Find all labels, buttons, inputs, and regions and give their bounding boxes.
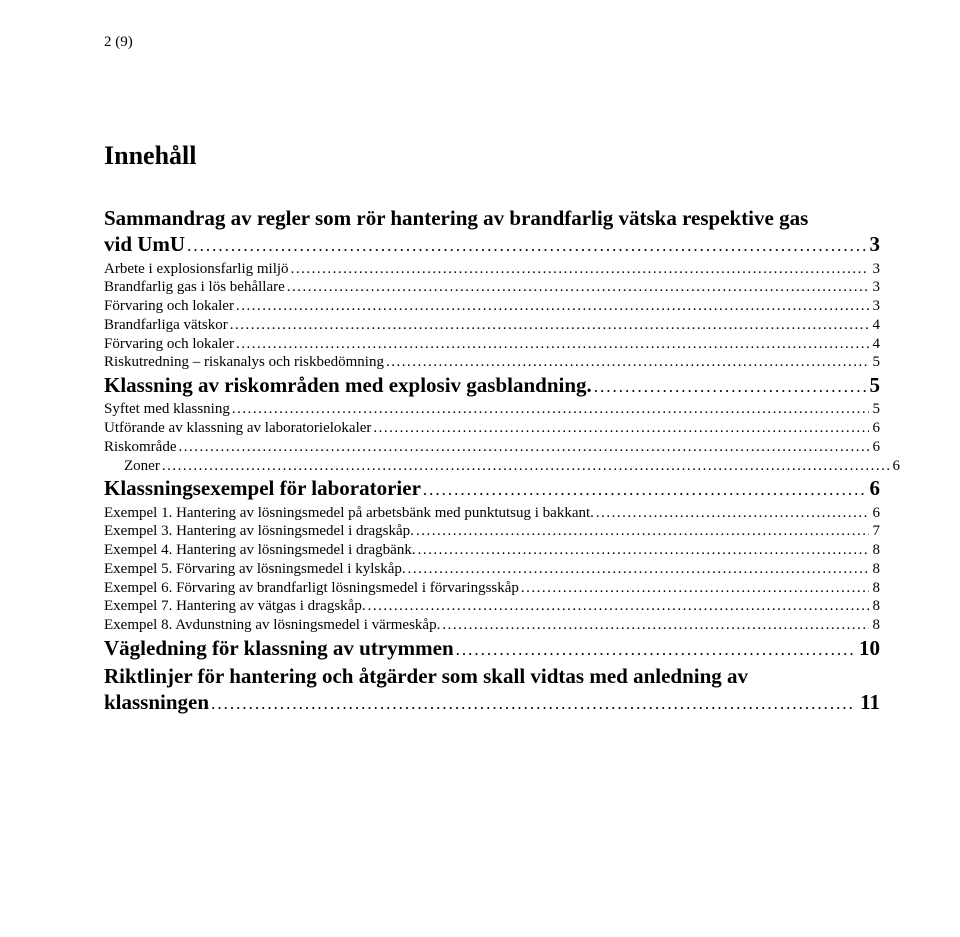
toc-entry: Arbete i explosionsfarlig miljö.........… [104,260,880,279]
toc-leader-dots: ........................................… [384,353,869,372]
toc-entry: Sammandrag av regler som rör hantering a… [104,205,880,258]
toc-entry: Utförande av klassning av laboratorielok… [104,419,880,438]
toc-entry-label: Exempel 8. Avdunstning av lösningsmedel … [104,616,440,635]
toc-entry-page: 3 [869,297,881,316]
toc-entry-label: Klassning av riskområden med explosiv ga… [104,372,592,398]
toc-entry-label: Riktlinjer för hantering och åtgärder so… [104,663,880,689]
toc-leader-dots: ........................................… [421,479,866,500]
toc-leader-dots: ........................................… [454,639,855,660]
toc-entry-page: 11 [856,689,880,715]
toc-entry: Exempel 6. Förvaring av brandfarligt lös… [104,579,880,598]
toc-entry-page: 10 [855,635,880,661]
toc-entry-page: 3 [866,231,881,257]
toc-entry-label: Exempel 5. Förvaring av lösningsmedel i … [104,560,406,579]
toc-leader-dots: ........................................… [234,297,869,316]
toc-entry: Zoner...................................… [104,457,900,476]
toc-entry: Exempel 5. Förvaring av lösningsmedel i … [104,560,880,579]
toc-entry-page: 5 [869,400,881,419]
table-of-contents: Sammandrag av regler som rör hantering a… [104,205,880,716]
toc-entry-label: vid UmU [104,231,185,257]
toc-entry: Exempel 3. Hantering av lösningsmedel i … [104,522,880,541]
toc-entry: Klassningsexempel för laboratorier......… [104,475,880,501]
toc-entry-page: 3 [869,260,881,279]
toc-entry-label: Vägledning för klassning av utrymmen [104,635,454,661]
toc-entry: vid UmU.................................… [104,231,880,257]
toc-entry: Förvaring och lokaler...................… [104,335,880,354]
toc-leader-dots: ........................................… [366,597,869,616]
toc-entry: Exempel 7. Hantering av vätgas i dragskå… [104,597,880,616]
toc-leader-dots: ........................................… [416,541,869,560]
toc-entry: Exempel 1. Hantering av lösningsmedel på… [104,504,880,523]
toc-entry-label: Zoner [124,457,160,476]
toc-entry-page: 5 [866,372,881,398]
page-number: 2 (9) [104,34,880,51]
toc-entry: Syftet med klassning....................… [104,400,880,419]
toc-leader-dots: ........................................… [230,400,869,419]
toc-entry-page: 4 [869,335,881,354]
toc-leader-dots: ........................................… [285,278,869,297]
toc-entry-label: Förvaring och lokaler [104,335,234,354]
toc-entry: Brandfarliga vätskor....................… [104,316,880,335]
toc-leader-dots: ........................................… [594,504,869,523]
toc-entry-page: 6 [869,419,881,438]
toc-leader-dots: ........................................… [160,457,889,476]
toc-entry-label: Exempel 1. Hantering av lösningsmedel på… [104,504,594,523]
toc-entry: Exempel 4. Hantering av lösningsmedel i … [104,541,880,560]
toc-leader-dots: ........................................… [234,335,869,354]
toc-entry-page: 5 [869,353,881,372]
toc-entry-page: 8 [869,560,881,579]
toc-entry-label: Exempel 4. Hantering av lösningsmedel i … [104,541,416,560]
toc-entry: Klassning av riskområden med explosiv ga… [104,372,880,398]
toc-leader-dots: ........................................… [289,260,869,279]
toc-entry: Vägledning för klassning av utrymmen....… [104,635,880,661]
toc-entry: Brandfarlig gas i lös behållare.........… [104,278,880,297]
toc-leader-dots: ........................................… [209,693,856,714]
toc-entry-label: Arbete i explosionsfarlig miljö [104,260,289,279]
toc-entry-label: Brandfarlig gas i lös behållare [104,278,285,297]
toc-entry-label: Exempel 3. Hantering av lösningsmedel i … [104,522,414,541]
toc-entry: Förvaring och lokaler...................… [104,297,880,316]
toc-entry-label: Exempel 7. Hantering av vätgas i dragskå… [104,597,366,616]
toc-heading: Innehåll [104,141,880,171]
toc-entry: Riktlinjer för hantering och åtgärder so… [104,663,880,716]
toc-leader-dots: ........................................… [228,316,869,335]
toc-leader-dots: ........................................… [519,579,869,598]
toc-entry: Exempel 8. Avdunstning av lösningsmedel … [104,616,880,635]
toc-entry-page: 6 [869,438,881,457]
toc-entry-label: Utförande av klassning av laboratorielok… [104,419,371,438]
toc-entry-page: 8 [869,579,881,598]
toc-entry: Riskutredning – riskanalys och riskbedöm… [104,353,880,372]
toc-entry-label: Exempel 6. Förvaring av brandfarligt lös… [104,579,519,598]
toc-entry-label: Klassningsexempel för laboratorier [104,475,421,501]
toc-entry-page: 7 [869,522,881,541]
toc-entry-page: 8 [869,541,881,560]
toc-leader-dots: ........................................… [371,419,868,438]
toc-leader-dots: ........................................… [414,522,869,541]
toc-leader-dots: ........................................… [177,438,869,457]
toc-entry-page: 6 [866,475,881,501]
toc-entry-page: 6 [889,457,901,476]
document-page: 2 (9) Innehåll Sammandrag av regler som … [0,0,960,758]
toc-entry-page: 8 [869,597,881,616]
toc-entry-page: 8 [869,616,881,635]
toc-entry-page: 6 [869,504,881,523]
toc-entry-label: Syftet med klassning [104,400,230,419]
toc-entry-label: Sammandrag av regler som rör hantering a… [104,205,880,231]
toc-leader-dots: ........................................… [185,235,865,256]
toc-entry-label: Förvaring och lokaler [104,297,234,316]
toc-leader-dots: ........................................… [440,616,868,635]
toc-entry: klassningen.............................… [104,689,880,715]
toc-entry-page: 4 [869,316,881,335]
toc-entry-label: klassningen [104,689,209,715]
toc-entry: Riskområde..............................… [104,438,880,457]
toc-entry-label: Brandfarliga vätskor [104,316,228,335]
toc-leader-dots: ........................................… [592,376,866,397]
toc-entry-label: Riskområde [104,438,177,457]
toc-entry-label: Riskutredning – riskanalys och riskbedöm… [104,353,384,372]
toc-entry-page: 3 [869,278,881,297]
toc-leader-dots: ........................................… [406,560,869,579]
